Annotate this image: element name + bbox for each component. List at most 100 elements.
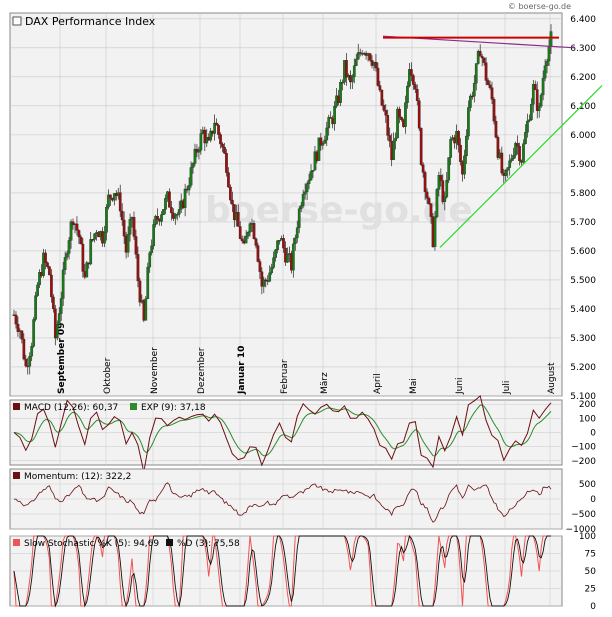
exp-legend: EXP (9): 37,18 [141,403,206,413]
candle-body [394,137,397,142]
main-x-month-label: April [373,373,383,394]
candle-body [398,108,401,118]
candle-body [120,210,124,221]
main-y-tick: 6.300 [570,44,596,54]
candle-body [227,172,230,188]
candle-body [34,295,37,320]
momentum-legend-swatch [13,472,20,479]
macd-legend: MACD (12,26): 60,37 [24,403,118,413]
candle-body [406,85,409,103]
mom-yticks-label: 0 [590,495,596,505]
candle-body [472,83,476,97]
candle-body [219,134,222,145]
main-x-month-label: März [320,372,330,394]
candle-body [386,115,390,136]
candle-body [189,167,193,186]
mom-yticks-label: −500 [571,510,596,520]
candle-body [470,95,474,98]
candle-body [79,236,83,245]
candle-body [492,99,496,122]
candle-body [187,185,191,191]
candle-body [55,324,59,339]
main-y-tick: 6.100 [570,102,596,112]
candle-body [467,107,470,137]
candle-body [305,183,309,193]
candle-body [516,143,519,147]
candle-body [154,216,157,225]
candle-body [358,52,362,54]
candle-body [445,179,449,198]
main-legend-swatch [12,16,22,26]
candle-body [38,272,41,286]
candle-body [539,94,543,107]
candle-body [449,139,453,158]
candle-body [411,75,415,85]
candle-body [384,110,388,116]
candle-body [89,239,93,265]
candle-body [415,89,419,101]
macd-yticks-label: −200 [571,457,596,467]
candle-body [85,262,89,278]
main-legend: DAX Performance Index [25,15,156,28]
candle-body [173,214,177,219]
candle-body [549,31,553,47]
candle-body [354,58,358,66]
main-y-tick: 5.700 [570,218,596,228]
stoch-k-legend: Slow Stochastic %K (5): 94,69 [24,539,159,549]
main-x-month-label: Juni [455,377,465,395]
candle-body [69,221,73,241]
main-y-tick: 5.500 [570,276,596,286]
candle-body [443,196,447,202]
stoch-yticks-label: 25 [585,585,596,595]
candle-body [441,180,445,202]
stoch-d-legend-swatch [166,539,173,546]
candle-body [59,298,63,314]
candle-body [225,153,228,173]
candle-body [236,212,240,227]
candle-body [276,240,279,251]
candle-body [476,51,480,64]
candle-body [486,80,490,85]
candle-body [469,95,472,108]
candle-body [128,219,132,235]
main-y-tick: 5.600 [570,247,596,257]
candle-body [152,224,156,247]
candle-body [14,314,18,325]
candle-body [217,124,220,135]
candle-body [496,137,500,158]
candle-body [408,69,411,87]
candle-body [429,203,433,217]
candle-body [126,234,130,253]
candle-body [380,89,384,106]
momentum-grid [10,469,562,530]
candle-body [134,236,138,255]
candle-body [317,137,321,161]
candle-body [160,214,163,222]
candle-body [46,262,49,267]
candle-body [311,170,315,172]
candle-body [500,152,504,174]
candle-body [325,127,329,141]
candle-body [26,365,30,368]
exp-legend-swatch [130,403,137,410]
candle-body [459,144,462,163]
candle-body [32,319,36,347]
momentum-legend: Momentum: (12): 322,2 [24,472,131,482]
main-y-axis: 5.100 5.200 5.300 5.400 5.500 5.600 5.700 5.800… [570,15,596,402]
candle-body [329,117,333,119]
main-y-tick: 5.400 [570,305,596,315]
candle-body [396,108,399,139]
candle-body [197,149,201,153]
candle-body [545,60,549,66]
candle-body [264,279,268,281]
candle-body [109,194,112,199]
candle-body [148,252,152,268]
candle-body [91,239,95,241]
candle-body [463,155,466,175]
source-label: © boerse-go.de [508,2,571,11]
macd-legend-swatch [13,403,20,410]
candle-body [388,135,392,142]
candle-body [122,219,126,237]
candle-body [258,261,262,272]
candle-body [57,313,61,325]
